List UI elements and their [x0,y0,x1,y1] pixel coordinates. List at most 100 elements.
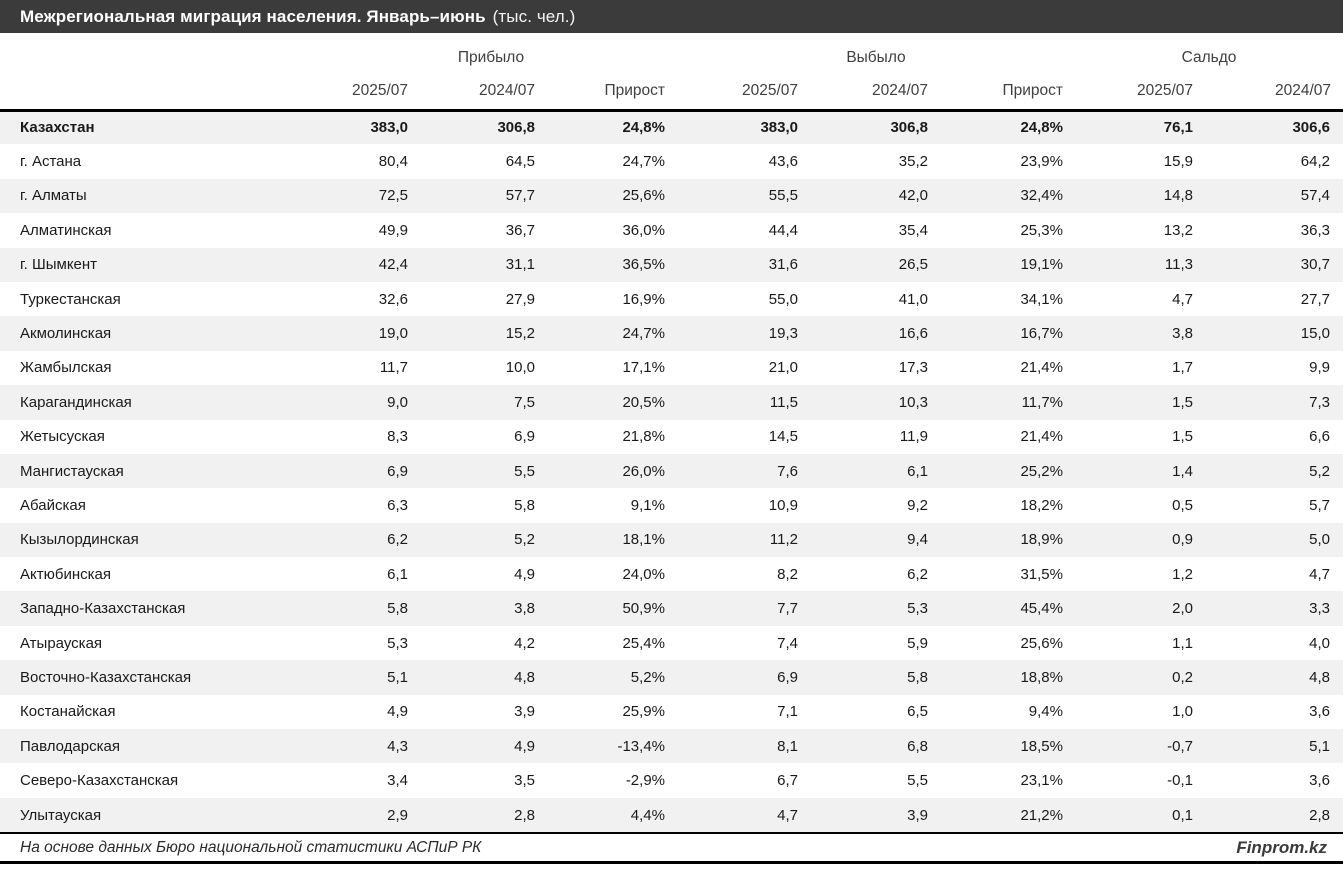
value-cell: 11,7% [1021,393,1063,411]
value-cell: 11,3 [1164,256,1193,274]
value-cell: 21,8% [622,428,665,446]
value-cell: 2,0 [1172,600,1193,618]
value-cell: 36,0% [622,221,665,239]
value-cell: 26,0% [622,462,665,480]
value-cell: 5,8 [387,600,408,618]
region-cell: Восточно-Казахстанская [20,668,192,686]
table-row: Туркестанская 32,6 27,9 16,9% 55,0 41,0 34,1% 4… [0,282,1343,316]
value-cell: 18,5% [1020,737,1063,755]
value-cell: 21,4% [1020,359,1063,377]
value-cell: 64,2 [1300,153,1330,171]
value-cell: 10,0 [505,359,535,377]
value-cell: 42,4 [378,256,408,274]
value-cell: 4,9 [514,737,535,755]
value-cell: 16,6 [898,325,928,343]
value-cell: 57,4 [1300,187,1330,205]
title-bar: Межрегиональная миграция населения. Янва… [0,0,1343,33]
table-row: Павлодарская 4,3 4,9 -13,4% 8,1 6,8 18,5% -0,7 5… [0,729,1343,764]
table-row: Восточно-Казахстанская 5,1 4,8 5,2% 6,9 5,8 18… [0,660,1343,695]
value-cell: 3,3 [1309,600,1330,618]
value-cell: 4,9 [387,703,408,721]
value-cell: 16,9% [622,290,665,308]
value-cell: 10,3 [898,393,928,411]
value-cell: 25,4% [622,634,665,652]
value-cell: 13,2 [1163,221,1193,239]
region-cell: Улытауская [20,806,102,824]
table-header: Прибыло Выбыло Сальдо 2025/07 2024/07 Пр… [0,33,1343,112]
value-cell: 6,2 [387,531,408,549]
value-cell: 24,7% [622,153,665,171]
value-cell: 44,4 [768,221,798,239]
value-cell: 7,3 [1309,393,1330,411]
value-cell: 4,4% [630,806,665,824]
value-cell: 306,8 [890,119,928,137]
value-cell: 1,1 [1172,634,1193,652]
value-cell: 5,3 [907,600,928,618]
value-cell: 6,5 [907,703,928,721]
value-cell: 5,2% [630,668,665,686]
value-cell: 3,5 [514,772,535,790]
value-cell: 25,3% [1020,221,1063,239]
value-cell: 8,3 [387,428,408,446]
value-cell: 11,5 [769,393,798,411]
value-cell: 1,2 [1172,565,1193,583]
region-cell: г. Шымкент [20,256,98,274]
region-cell: Жетысуская [20,428,105,446]
value-cell: 72,5 [378,187,408,205]
value-cell: 24,7% [622,325,665,343]
table-row: Жамбылская 11,7 10,0 17,1% 21,0 17,3 21,4% 1,7 9… [0,351,1343,385]
value-cell: 20,5% [622,393,665,411]
value-cell: 9,4% [1028,703,1063,721]
value-cell: 55,0 [768,290,798,308]
value-cell: 31,6 [768,256,798,274]
value-cell: 3,9 [514,703,535,721]
table-row: Западно-Казахстанская 5,8 3,8 50,9% 7,7 5,3 45… [0,591,1343,626]
table-body: Казахстан 383,0 306,8 24,8% 383,0 306,8 24,8% 7… [0,110,1343,833]
value-cell: 43,6 [768,153,798,171]
value-cell: 50,9% [622,600,665,618]
value-cell: 19,1% [1020,256,1063,274]
region-cell: Западно-Казахстанская [20,600,186,618]
col-balance-2024: 2024/07 [1205,73,1343,112]
value-cell: 5,9 [907,634,928,652]
value-cell: 19,3 [768,325,798,343]
value-cell: 55,5 [768,187,798,205]
value-cell: 31,1 [505,256,535,274]
table-row: Улытауская 2,9 2,8 4,4% 4,7 3,9 21,2% 0,1 2,8 [0,797,1343,833]
value-cell: 5,2 [514,531,535,549]
value-cell: 4,7 [1172,290,1193,308]
value-cell: 21,0 [768,359,798,377]
value-cell: 6,7 [777,772,798,790]
value-cell: 6,1 [387,565,408,583]
value-cell: 5,5 [514,462,535,480]
table-row: г. Алматы 72,5 57,7 25,6% 55,5 42,0 32,4% 14,8 5… [0,178,1343,214]
sub-header-row: 2025/07 2024/07 Прирост 2025/07 2024/07 … [0,73,1343,112]
value-cell: 9,1% [630,496,665,514]
value-cell: 18,1% [622,531,665,549]
value-cell: 6,1 [907,462,928,480]
value-cell: -2,9% [625,772,665,790]
value-cell: 15,0 [1300,325,1330,343]
value-cell: 23,1% [1020,772,1063,790]
value-cell: 24,8% [622,119,665,137]
value-cell: 306,8 [497,119,535,137]
region-cell: Костанайская [20,703,116,721]
value-cell: -13,4% [617,737,665,755]
value-cell: 3,8 [514,600,535,618]
value-cell: 19,0 [378,325,408,343]
region-cell: Алматинская [20,221,112,239]
table-row: Карагандинская 9,0 7,5 20,5% 11,5 10,3 11,7% 1,… [0,385,1343,420]
value-cell: 4,9 [514,565,535,583]
value-cell: 6,9 [777,668,798,686]
region-cell: Северо-Казахстанская [20,772,179,790]
col-arrived-growth: Прирост [547,73,677,112]
value-cell: 18,8% [1020,668,1063,686]
table-row: Северо-Казахстанская 3,4 3,5 -2,9% 6,7 5,5 23,… [0,763,1343,797]
group-arrived: Прибыло [457,49,525,66]
value-cell: 5,8 [514,496,535,514]
value-cell: 2,9 [387,806,408,824]
value-cell: 25,2% [1020,462,1063,480]
value-cell: 5,3 [387,634,408,652]
footer: На основе данных Бюро национальной стати… [0,832,1343,865]
value-cell: 11,2 [769,531,798,549]
